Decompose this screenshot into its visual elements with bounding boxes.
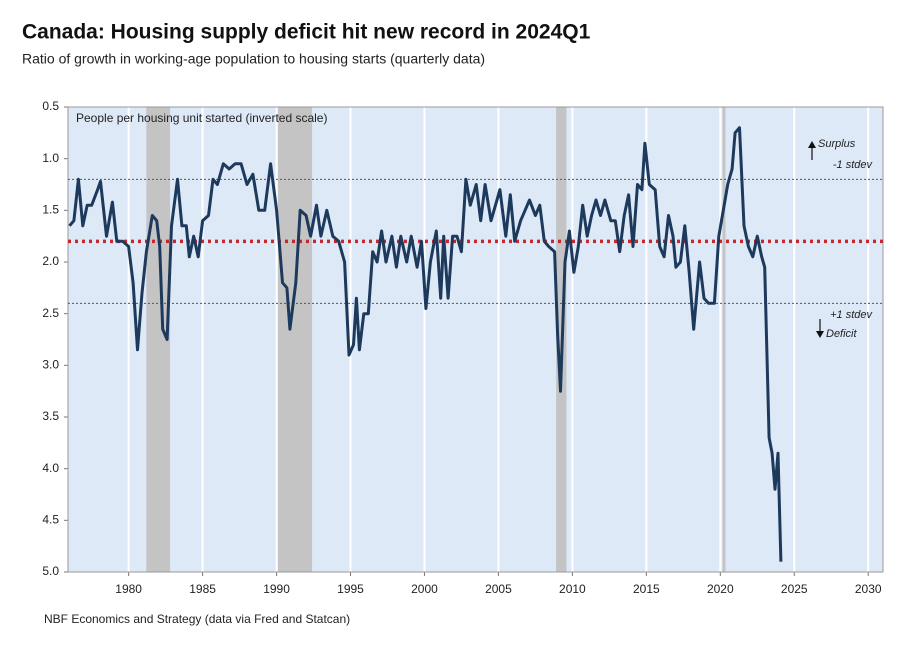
data-line bbox=[68, 126, 783, 562]
y-tick-label: 1.0 bbox=[42, 151, 59, 165]
x-tick-label: 2025 bbox=[781, 582, 808, 596]
y-tick-label: 3.5 bbox=[42, 409, 59, 423]
y-tick-label: 5.0 bbox=[42, 564, 59, 578]
x-tick-label: 1995 bbox=[337, 582, 364, 596]
plot-background bbox=[68, 107, 883, 572]
x-tick-label: 2020 bbox=[707, 582, 734, 596]
y-tick-label: 4.0 bbox=[42, 461, 59, 475]
x-tick-label: 2030 bbox=[855, 582, 882, 596]
x-tick-label: 2000 bbox=[411, 582, 438, 596]
deficit-label: Deficit bbox=[826, 328, 858, 340]
x-tick-label: 2015 bbox=[633, 582, 660, 596]
y-tick-label: 2.0 bbox=[42, 254, 59, 268]
recession-band bbox=[278, 107, 313, 572]
axis-note: People per housing unit started (inverte… bbox=[76, 111, 327, 125]
plot-area: 1980 1985 1990 1995 2000 2005 2010 2015 2020 2025… bbox=[42, 99, 884, 596]
x-tick-label: 1980 bbox=[115, 582, 142, 596]
y-tick-label: 1.5 bbox=[42, 203, 59, 217]
x-tick-label: 1990 bbox=[263, 582, 290, 596]
reference-label: -1 stdev bbox=[833, 159, 874, 171]
chart-title: Canada: Housing supply deficit hit new r… bbox=[22, 21, 591, 44]
chart-subtitle: Ratio of growth in working-age populatio… bbox=[22, 51, 485, 67]
y-tick-label: 3.0 bbox=[42, 358, 59, 372]
y-tick-label: 0.5 bbox=[42, 99, 59, 113]
surplus-label: Surplus bbox=[818, 138, 856, 150]
y-tick-label: 4.5 bbox=[42, 513, 59, 527]
recession-band bbox=[722, 107, 726, 572]
reference-label: +1 stdev bbox=[830, 309, 873, 321]
source: NBF Economics and Strategy (data via Fre… bbox=[44, 612, 350, 626]
x-tick-label: 1985 bbox=[189, 582, 216, 596]
plot-frame bbox=[67, 106, 884, 573]
deficit-arrow-head bbox=[816, 331, 824, 338]
y-tick-label: 2.5 bbox=[42, 306, 59, 320]
surplus-arrow-head bbox=[808, 141, 816, 148]
overlay bbox=[808, 141, 824, 338]
x-tick-label: 2010 bbox=[559, 582, 586, 596]
x-tick-label: 2005 bbox=[485, 582, 512, 596]
